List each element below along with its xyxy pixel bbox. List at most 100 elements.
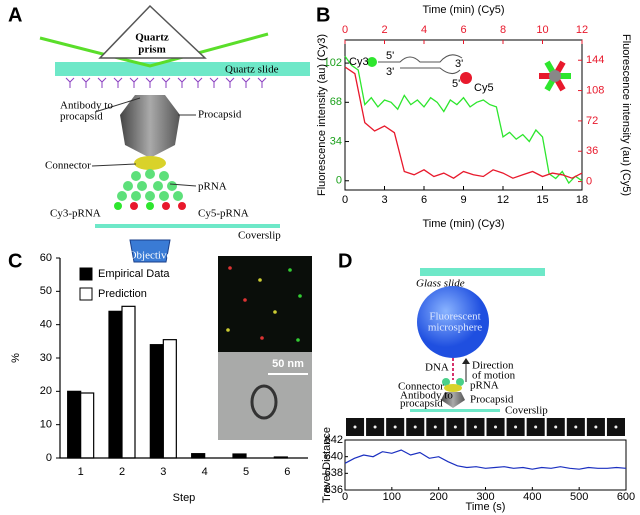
y-tick-label: 638 bbox=[325, 467, 343, 479]
objective bbox=[129, 239, 171, 263]
x-tick-label: 200 bbox=[429, 491, 447, 503]
cy5-dye bbox=[460, 72, 472, 84]
spot bbox=[226, 328, 230, 332]
x-axis-title: Time (s) bbox=[466, 501, 506, 513]
film-spot bbox=[353, 425, 357, 429]
diagram-d: Glass slide Fluorescent microsphere DNA … bbox=[398, 268, 548, 417]
prna bbox=[442, 378, 450, 386]
y-tick-label: 68 bbox=[330, 96, 342, 108]
dye bbox=[130, 202, 138, 210]
dye-label: Cy5 bbox=[474, 82, 494, 94]
y-tick-label: 0 bbox=[46, 452, 52, 464]
spot bbox=[296, 338, 300, 342]
x-tick-label: 0 bbox=[342, 194, 348, 206]
spot bbox=[288, 268, 292, 272]
spot bbox=[228, 266, 232, 270]
em-image bbox=[218, 352, 312, 440]
prna-bead bbox=[131, 171, 141, 181]
antibody bbox=[257, 77, 267, 88]
x-tick-label: 100 bbox=[383, 491, 401, 503]
label: Procapsid bbox=[470, 394, 514, 406]
x-tick-label: 600 bbox=[617, 491, 635, 503]
spot bbox=[298, 294, 302, 298]
diagram-a: Quartz prism Quartz slide Antibody to pr… bbox=[39, 4, 310, 263]
prna-bead bbox=[123, 181, 133, 191]
film-spot bbox=[453, 425, 457, 429]
connector-ring bbox=[549, 70, 561, 82]
prna-bead bbox=[137, 181, 147, 191]
antibody bbox=[129, 77, 139, 88]
y-tick-label: 640 bbox=[325, 451, 343, 463]
dye bbox=[114, 202, 122, 210]
x-tick-label: 0 bbox=[342, 491, 348, 503]
quartz-slide bbox=[55, 62, 310, 76]
x-tick-label: 6 bbox=[421, 194, 427, 206]
legend-label: Prediction bbox=[98, 288, 147, 300]
y-tick-label: 30 bbox=[40, 352, 52, 364]
glass-slide bbox=[420, 268, 545, 276]
arrowhead bbox=[462, 358, 470, 364]
trace bbox=[344, 66, 583, 179]
procapsid bbox=[441, 392, 465, 408]
bar bbox=[162, 339, 177, 459]
y2-tick-label: 144 bbox=[586, 54, 604, 66]
dye bbox=[178, 202, 186, 210]
bar bbox=[149, 344, 164, 459]
strand-label: 3' bbox=[386, 66, 394, 78]
antibody bbox=[241, 77, 251, 88]
x2-axis-title: Time (min) (Cy5) bbox=[422, 4, 504, 16]
antibody bbox=[97, 77, 107, 88]
film-spot bbox=[393, 425, 397, 429]
scale-label: 50 nm bbox=[272, 358, 304, 370]
bar bbox=[80, 392, 95, 459]
antibody bbox=[113, 77, 123, 88]
prna bbox=[114, 169, 186, 210]
coverslip bbox=[95, 224, 280, 228]
y2-tick-label: 36 bbox=[586, 145, 598, 157]
film-spot bbox=[413, 425, 417, 429]
film-spot bbox=[594, 425, 598, 429]
x-tick-label: 12 bbox=[497, 194, 509, 206]
label: Coverslip bbox=[238, 230, 281, 242]
antibody bbox=[145, 77, 155, 88]
label: Quartz bbox=[135, 32, 169, 44]
legend-swatch bbox=[79, 287, 93, 301]
x-tick-label: 3 bbox=[381, 194, 387, 206]
bar bbox=[121, 305, 136, 459]
y-tick-label: 0 bbox=[336, 175, 342, 187]
prna-bead bbox=[131, 191, 141, 201]
film-spot bbox=[514, 425, 518, 429]
antibody bbox=[225, 77, 235, 88]
prna-bead bbox=[145, 169, 155, 179]
x-axis-title: Time (min) (Cy3) bbox=[422, 218, 504, 230]
y2-tick-label: 0 bbox=[586, 175, 592, 187]
x2-tick-label: 12 bbox=[576, 24, 588, 36]
antibody bbox=[209, 77, 219, 88]
antibodies bbox=[65, 77, 267, 88]
label: Coverslip bbox=[505, 405, 548, 417]
procapsid bbox=[120, 95, 180, 158]
x2-tick-label: 2 bbox=[381, 24, 387, 36]
connector bbox=[134, 156, 166, 170]
y-axis-title: Travel Distance bbox=[321, 427, 333, 503]
y-tick-label: 636 bbox=[325, 484, 343, 496]
dye-label: Cy3 bbox=[349, 56, 369, 68]
x-tick-label: 3 bbox=[160, 466, 166, 478]
film-spot bbox=[373, 425, 377, 429]
strand-label: 3' bbox=[455, 58, 463, 70]
label: Procapsid bbox=[198, 109, 242, 121]
prna-bead bbox=[167, 181, 177, 191]
y2-tick-label: 72 bbox=[586, 115, 598, 127]
x2-tick-label: 4 bbox=[421, 24, 427, 36]
prna-bead bbox=[153, 181, 163, 191]
film-spot bbox=[554, 425, 558, 429]
label: Fluorescent bbox=[429, 311, 480, 323]
trace bbox=[344, 449, 627, 470]
label: Connector bbox=[398, 381, 444, 393]
label: Cy5-pRNA bbox=[198, 208, 249, 220]
prna-bead bbox=[117, 191, 127, 201]
dye bbox=[162, 202, 170, 210]
pointer bbox=[94, 97, 141, 113]
connector bbox=[444, 384, 462, 392]
